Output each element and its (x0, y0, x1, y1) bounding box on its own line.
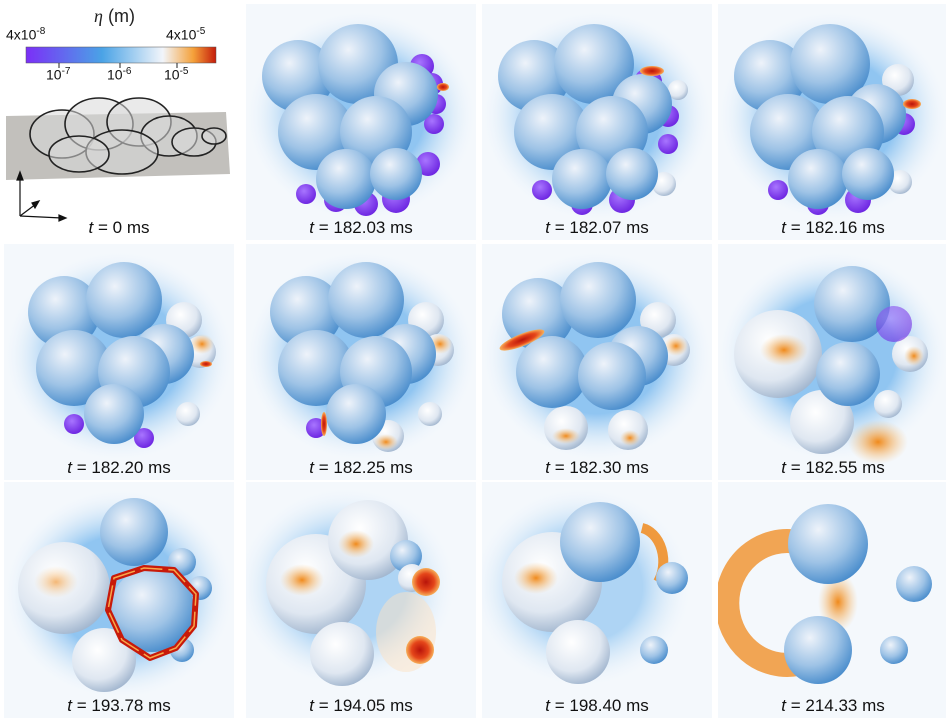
time-label: t = 0 ms (88, 218, 150, 237)
bubble-cluster-render (718, 251, 946, 464)
large-bubbles (498, 24, 672, 209)
time-label: t = 182.30 ms (545, 458, 649, 477)
panel-198-40: t = 198.40 ms (482, 482, 712, 718)
time-label: t = 214.33 ms (781, 696, 885, 715)
bubble-cluster-render (246, 487, 456, 687)
time-label: t = 182.20 ms (67, 458, 171, 477)
bubble-cluster-outline (29, 97, 227, 175)
rupture-spot (437, 83, 449, 91)
bubble-cluster-render (4, 489, 234, 699)
panel-182-25: t = 182.25 ms (246, 244, 476, 480)
large-bubbles (28, 262, 194, 444)
legend-symbol: η (94, 6, 103, 26)
legend-and-schematic (6, 46, 230, 222)
time-label: t = 193.78 ms (67, 696, 171, 715)
small-bubbles (64, 414, 154, 448)
time-label: t = 198.40 ms (545, 696, 649, 715)
time-label: t = 182.03 ms (309, 218, 413, 237)
rupture-spot (200, 361, 212, 367)
panel-194-05: t = 194.05 ms (246, 482, 476, 718)
rupture-ring (718, 529, 801, 677)
colorbar-tick-label: 10-5 (164, 66, 189, 83)
rupture-spot (903, 99, 921, 109)
legend-unit: (m) (107, 6, 135, 26)
colorbar (25, 46, 217, 64)
bubble-cluster-render (718, 504, 932, 684)
legend-max-label: 4x10-5 (166, 26, 206, 43)
axes-icon (16, 170, 68, 222)
time-label: t = 194.05 ms (309, 696, 413, 715)
large-bubbles (814, 266, 890, 406)
large-bubbles (262, 24, 438, 209)
time-label: t = 182.07 ms (545, 218, 649, 237)
panel-182-20: t = 182.20 ms (4, 244, 234, 480)
legend-min-label: 4x10-8 (6, 26, 46, 43)
bubble-cluster-render (4, 251, 234, 461)
panel-182-30: t = 182.30 ms (482, 244, 712, 480)
time-label: t = 182.16 ms (781, 218, 885, 237)
rupture-spot (499, 329, 545, 351)
bubble-cluster-render (482, 251, 712, 461)
panel-182-07: t = 182.07 ms (482, 4, 712, 240)
rupture-spot (640, 66, 664, 76)
colorbar-tick-label: 10-6 (107, 66, 132, 83)
bubble-cluster-render (482, 487, 692, 687)
colorbar-tick-label: 10-7 (46, 66, 71, 83)
time-label: t = 182.55 ms (781, 458, 885, 477)
bubble-cluster-render (246, 11, 476, 221)
rupture-spot (321, 412, 327, 436)
bubble-cluster-render (482, 11, 712, 221)
panel-193-78: t = 193.78 ms (4, 482, 234, 718)
panel-182-03: t = 182.03 ms (246, 4, 476, 240)
bubble-cluster-render (718, 11, 946, 221)
legend-title: η (m) (94, 6, 135, 27)
panel-initial: η (m) 4x10-8 4x10-5 (4, 4, 234, 240)
panel-182-16: t = 182.16 ms (718, 4, 946, 240)
time-label: t = 182.25 ms (309, 458, 413, 477)
large-bubbles (734, 24, 906, 209)
large-bubbles (502, 262, 668, 410)
panel-182-55: t = 182.55 ms (718, 244, 946, 480)
large-bubbles (270, 262, 436, 444)
bubble-cluster-render (246, 251, 476, 461)
panel-214-33: t = 214.33 ms (718, 482, 946, 718)
